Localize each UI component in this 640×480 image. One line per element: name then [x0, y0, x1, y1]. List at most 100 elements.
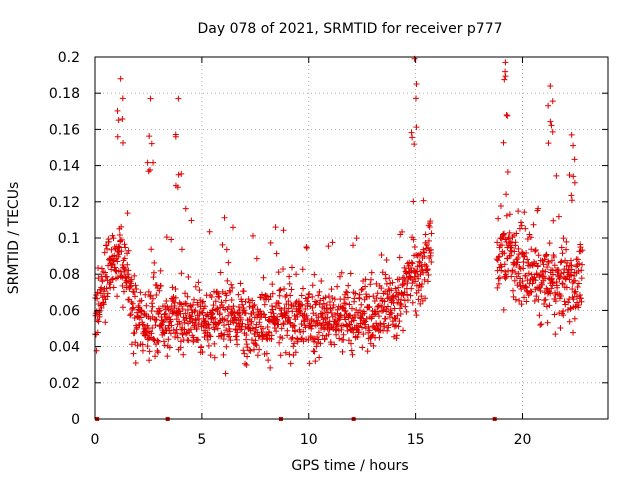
- data-point: [285, 315, 292, 322]
- data-point: [343, 288, 350, 295]
- data-point: [181, 319, 188, 326]
- data-point: [574, 283, 581, 290]
- data-point: [214, 325, 221, 332]
- data-point: [311, 271, 318, 278]
- data-point: [410, 198, 417, 205]
- data-point: [267, 293, 274, 300]
- data-point: [518, 222, 525, 229]
- data-point: [521, 294, 528, 301]
- data-point: [206, 332, 213, 339]
- data-point: [124, 210, 131, 217]
- data-point: [223, 246, 230, 253]
- data-point: [220, 351, 227, 358]
- data-point: [415, 296, 422, 303]
- grid-lines: [95, 57, 608, 419]
- data-point: [358, 286, 365, 293]
- data-point: [350, 329, 357, 336]
- y-tick-label: 0: [71, 412, 80, 428]
- data-point: [118, 223, 125, 230]
- data-point: [340, 336, 347, 343]
- data-point: [561, 298, 568, 305]
- y-tick-label: 0.06: [49, 303, 80, 319]
- data-point: [393, 335, 400, 342]
- data-point: [394, 312, 401, 319]
- data-point: [408, 259, 415, 266]
- y-tick-label: 0.14: [49, 159, 80, 175]
- data-point: [413, 282, 420, 289]
- data-point: [537, 287, 544, 294]
- data-point: [280, 320, 287, 327]
- data-point: [532, 248, 539, 255]
- data-point: [273, 250, 280, 257]
- data-point: [519, 278, 526, 285]
- data-point: [115, 117, 122, 124]
- data-point: [149, 303, 156, 310]
- data-point: [366, 303, 373, 310]
- data-point: [571, 156, 578, 163]
- data-point: [119, 304, 126, 311]
- data-point: [169, 284, 176, 291]
- data-point: [516, 225, 523, 232]
- data-point: [570, 173, 577, 180]
- data-point: [367, 281, 374, 288]
- data-point: [342, 308, 349, 315]
- data-point: [375, 313, 382, 320]
- data-point: [552, 298, 559, 305]
- data-point: [393, 332, 400, 339]
- data-point: [309, 282, 316, 289]
- data-point: [247, 347, 254, 354]
- data-point: [352, 313, 359, 320]
- data-point: [532, 277, 539, 284]
- data-point: [104, 293, 111, 300]
- data-point: [384, 295, 391, 302]
- data-point: [533, 293, 540, 300]
- data-point: [134, 342, 141, 349]
- data-point: [570, 142, 577, 149]
- data-point: [132, 339, 139, 346]
- data-point: [528, 271, 535, 278]
- data-point: [277, 286, 284, 293]
- data-point: [242, 298, 249, 305]
- data-point: [211, 354, 218, 361]
- data-point: [559, 280, 566, 287]
- data-point: [344, 289, 351, 296]
- data-point: [557, 324, 564, 331]
- data-point: [567, 305, 574, 312]
- data-point: [534, 262, 541, 269]
- data-point: [354, 333, 361, 340]
- data-point: [503, 212, 510, 219]
- data-point: [93, 347, 100, 354]
- data-point: [502, 73, 509, 80]
- data-point: [102, 319, 109, 326]
- data-point: [357, 320, 364, 327]
- data-point: [360, 331, 367, 338]
- data-point: [268, 302, 275, 309]
- data-point: [401, 274, 408, 281]
- data-point: [544, 263, 551, 270]
- data-point: [119, 282, 126, 289]
- data-point: [353, 235, 360, 242]
- data-point: [285, 314, 292, 321]
- data-point: [520, 253, 527, 260]
- data-point: [547, 118, 554, 125]
- data-point: [417, 300, 424, 307]
- data-point: [267, 364, 274, 371]
- y-tick-label: 0.02: [49, 376, 80, 392]
- data-point: [551, 254, 558, 261]
- data-point: [288, 336, 295, 343]
- data-point: [260, 274, 267, 281]
- data-point: [286, 351, 293, 358]
- data-point: [299, 266, 306, 273]
- data-point: [240, 288, 247, 295]
- data-point: [101, 249, 108, 256]
- data-point: [118, 248, 125, 255]
- data-point: [151, 259, 158, 266]
- data-point: [217, 269, 224, 276]
- data-point: [351, 295, 358, 302]
- data-point: [127, 283, 134, 290]
- data-point: [182, 310, 189, 317]
- data-point: [261, 301, 268, 308]
- data-point: [352, 290, 359, 297]
- data-point: [333, 320, 340, 327]
- data-point: [215, 290, 222, 297]
